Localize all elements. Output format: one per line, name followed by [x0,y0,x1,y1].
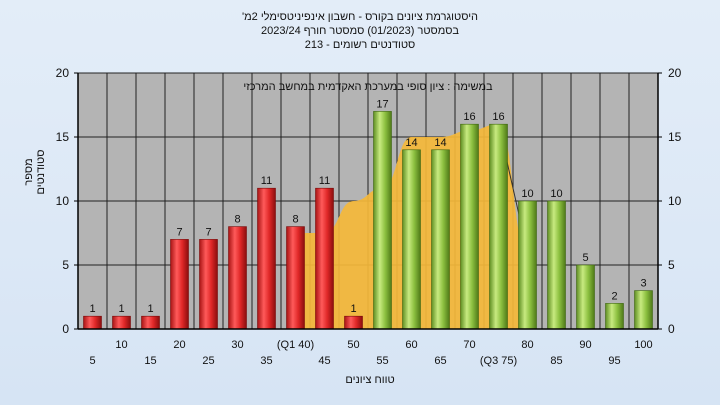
data-label: 17 [376,98,388,110]
x-tick-label: 5 [89,355,95,367]
x-tick-label: 50 [347,339,359,351]
x-tick-label: 100 [634,339,652,351]
bar [373,111,392,330]
y-tick-label-left: 5 [62,258,69,272]
data-label: 3 [640,278,646,290]
x-tick-label: 30 [231,339,243,351]
bar [286,226,305,330]
data-label: 14 [434,137,446,149]
bar [315,187,334,330]
data-label: 7 [176,226,182,238]
x-tick-label: 45 [318,355,330,367]
y-tick-label-right: 15 [668,130,682,144]
y-tick-label-left: 15 [56,130,70,144]
x-tick-label: 55 [376,355,388,367]
data-label: 8 [234,214,240,226]
chart-title-line-2: בסמסטר (01/2023) סמסטר חורף 2023/24 [260,25,460,37]
data-label: 1 [89,303,95,315]
bar [605,303,624,330]
y-tick-label-left: 20 [56,66,70,80]
bar [402,149,421,330]
bar [634,290,653,330]
bar [344,315,363,330]
data-label: 1 [350,303,356,315]
x-tick-label: 90 [579,339,591,351]
bar [518,200,537,330]
data-label: 5 [582,252,588,264]
x-tick-label: 35 [260,355,272,367]
data-label: 16 [492,111,504,123]
y-tick-label-left: 10 [56,194,70,208]
data-label: 11 [319,175,330,187]
bar [199,239,218,330]
data-label: 7 [205,226,211,238]
data-label: 10 [521,188,533,200]
y-tick-label-right: 5 [668,258,675,272]
bar [547,200,566,330]
bar [576,264,595,330]
x-tick-label: (Q3 75) [480,355,517,367]
x-tick-label: 60 [405,339,417,351]
chart-inner-title: במשימה : ציון סופי במערכת האקדמית במחשב … [243,81,493,93]
chart-title-line-1: היסטוגרמת ציונים בקורס - חשבון אינפיניטס… [241,11,479,23]
x-tick-label: 10 [115,339,127,351]
data-label: 1 [118,303,124,315]
bar [489,123,508,330]
x-tick-label: (Q1 40) [277,339,314,351]
x-tick-label: 85 [550,355,562,367]
x-axis-label: טווח ציונים [345,374,395,386]
bar [112,315,131,330]
data-label: 2 [611,290,617,302]
x-tick-label: 95 [608,355,620,367]
y-tick-label-right: 10 [668,194,682,208]
x-tick-label: 80 [521,339,533,351]
data-label: 8 [292,214,298,226]
data-label: 1 [147,303,153,315]
data-label: 11 [261,175,272,187]
bar [83,315,102,330]
y-tick-label-right: 0 [668,322,675,336]
x-tick-label: 65 [434,355,446,367]
chart-title-block: היסטוגרמת ציונים בקורס - חשבון אינפיניטס… [0,10,720,52]
x-tick-label: 70 [463,339,475,351]
bar [431,149,450,330]
chart-title-line-3: סטודנטים רשומים - 213 [304,39,416,51]
bar [141,315,160,330]
bar [170,239,189,330]
bar [460,123,479,330]
bar [257,187,276,330]
y-tick-label-right: 20 [668,66,682,80]
data-label: 14 [405,137,417,149]
data-label: 10 [550,188,562,200]
bar [228,226,247,330]
x-tick-label: 25 [202,355,214,367]
x-tick-label: 20 [173,339,185,351]
y-tick-label-left: 0 [62,322,69,336]
x-tick-label: 15 [144,355,156,367]
data-label: 16 [463,111,475,123]
